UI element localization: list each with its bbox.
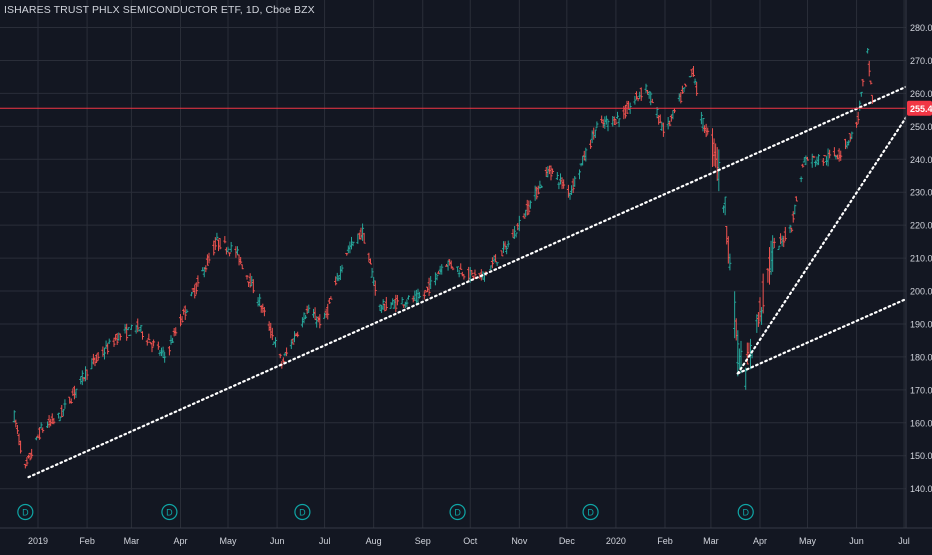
dividend-marker[interactable]: D [162, 505, 177, 520]
price-badge-label: 255.49 [910, 104, 932, 114]
x-tick-label: Jul [319, 536, 331, 546]
chart-title: ISHARES TRUST PHLX SEMICONDUCTOR ETF, 1D… [4, 4, 315, 16]
x-tick-label: May [799, 536, 817, 546]
y-tick-label: 160.00 [910, 418, 932, 428]
dividend-marker-label: D [22, 507, 29, 517]
x-tick-label: Dec [559, 536, 576, 546]
y-tick-label: 140.00 [910, 484, 932, 494]
dividend-marker[interactable]: D [583, 505, 598, 520]
y-tick-label: 150.00 [910, 451, 932, 461]
y-tick-label: 260.00 [910, 89, 932, 99]
price-badge: 255.49 [907, 101, 932, 116]
y-tick-label: 280.00 [910, 23, 932, 33]
x-tick-label: Sep [415, 536, 431, 546]
price-axis[interactable]: 140.00 150.00 160.00 170.00 180.00 190.00 200.… [906, 0, 932, 550]
y-tick-label: 230.00 [910, 188, 932, 198]
price-axis-background [906, 0, 932, 550]
y-tick-label: 240.00 [910, 155, 932, 165]
x-tick-label: Apr [173, 536, 187, 546]
dividend-marker-label: D [166, 507, 173, 517]
x-tick-label: Apr [753, 536, 767, 546]
x-tick-label: 2020 [606, 536, 626, 546]
x-tick-label: Feb [79, 536, 95, 546]
y-tick-label: 270.00 [910, 56, 932, 66]
x-tick-label: Oct [463, 536, 478, 546]
y-tick-label: 220.00 [910, 221, 932, 231]
dividend-marker[interactable]: D [738, 505, 753, 520]
dividend-marker-label: D [587, 507, 594, 517]
x-tick-label: Mar [124, 536, 140, 546]
x-tick-label: Jul [898, 536, 910, 546]
y-tick-label: 170.00 [910, 385, 932, 395]
y-tick-label: 210.00 [910, 254, 932, 264]
dividend-marker-label: D [454, 507, 461, 517]
dividend-marker[interactable]: D [18, 505, 33, 520]
dividend-marker[interactable]: D [450, 505, 465, 520]
y-tick-label: 180.00 [910, 352, 932, 362]
dividend-marker-label: D [742, 507, 749, 517]
y-tick-label: 190.00 [910, 319, 932, 329]
y-tick-label: 250.00 [910, 122, 932, 132]
x-tick-label: Jun [849, 536, 864, 546]
y-tick-label: 200.00 [910, 287, 932, 297]
time-axis[interactable]: 2019 Feb Mar Apr May Jun Jul Aug Sep Oct Nov Dec 202… [0, 528, 932, 550]
x-tick-label: Mar [703, 536, 719, 546]
dividend-marker[interactable]: D [295, 505, 310, 520]
x-tick-label: Aug [366, 536, 382, 546]
dividend-marker-label: D [299, 507, 306, 517]
x-tick-label: Feb [657, 536, 673, 546]
x-tick-label: 2019 [28, 536, 48, 546]
x-tick-label: Jun [270, 536, 285, 546]
x-tick-label: Nov [511, 536, 528, 546]
x-tick-label: May [219, 536, 237, 546]
